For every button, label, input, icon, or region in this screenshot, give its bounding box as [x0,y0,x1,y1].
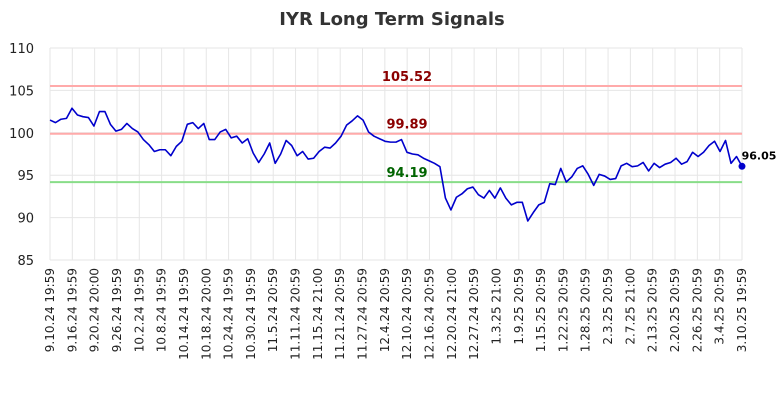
level-label: 105.52 [382,70,432,85]
last-value-label: 96.05 [742,149,777,162]
chart-title: IYR Long Term Signals [279,9,505,30]
y-tick-label: 100 [9,127,34,142]
x-tick-label: 1.15.25 20:59 [534,268,548,352]
x-tick-label: 2.3.25 20:59 [601,268,615,345]
x-tick-label: 11.21.24 20:59 [333,268,347,360]
y-tick-label: 85 [17,254,34,269]
y-tick-label: 105 [9,84,34,99]
x-tick-label: 11.11.24 20:59 [289,268,303,360]
y-tick-label: 110 [9,42,34,57]
x-tick-label: 1.9.25 20:59 [512,268,526,345]
x-tick-label: 12.4.24 20:59 [378,268,392,352]
x-tick-label: 2.13.25 20:59 [646,268,660,352]
level-label: 99.89 [386,118,427,133]
x-tick-label: 1.28.25 20:59 [579,268,593,352]
x-tick-label: 10.24.24 19:59 [222,268,236,360]
y-tick-label: 90 [17,212,34,227]
grid [49,47,743,261]
x-axis-ticks: 9.10.24 19:59 9.16.24 19:59 9.20.24 20:00 9… [43,268,749,360]
x-tick-label: 11.15.24 21:00 [311,268,325,360]
series [49,107,743,222]
last-value-marker: 96.05 [738,149,777,170]
x-tick-label: 1.3.25 21:00 [489,268,503,345]
x-tick-label: 10.8.24 19:59 [155,268,169,352]
x-tick-label: 9.10.24 19:59 [43,268,57,352]
level-label: 94.19 [386,166,427,181]
last-point [738,162,746,170]
x-tick-label: 11.5.24 20:59 [266,268,280,352]
x-tick-label: 11.27.24 20:59 [356,268,370,360]
x-tick-label: 12.16.24 20:59 [422,268,436,360]
x-tick-label: 2.26.25 20:59 [690,268,704,352]
x-tick-label: 1.22.25 20:59 [556,268,570,352]
x-tick-label: 10.2.24 19:59 [132,268,146,352]
price-line [49,107,743,222]
x-tick-label: 10.30.24 19:59 [244,268,258,360]
x-tick-label: 9.26.24 19:59 [110,268,124,352]
x-tick-label: 2.7.25 21:00 [623,268,637,345]
x-tick-label: 9.16.24 19:59 [65,268,79,352]
level-lines: 105.52 99.89 94.19 [50,70,742,184]
x-tick-label: 2.20.25 20:59 [668,268,682,352]
y-axis-ticks: 85 90 95 100 105 110 [9,42,34,269]
x-tick-label: 9.20.24 20:00 [88,268,102,352]
x-tick-label: 12.20.24 21:00 [445,268,459,360]
x-tick-label: 3.10.25 19:59 [735,268,749,352]
y-tick-label: 95 [17,169,34,184]
x-tick-label: 12.27.24 20:59 [467,268,481,360]
x-tick-label: 3.4.25 20:59 [713,268,727,345]
x-tick-label: 10.18.24 20:00 [199,268,213,360]
x-tick-label: 10.14.24 19:59 [177,268,191,360]
x-tick-label: 12.10.24 20:59 [400,268,414,360]
